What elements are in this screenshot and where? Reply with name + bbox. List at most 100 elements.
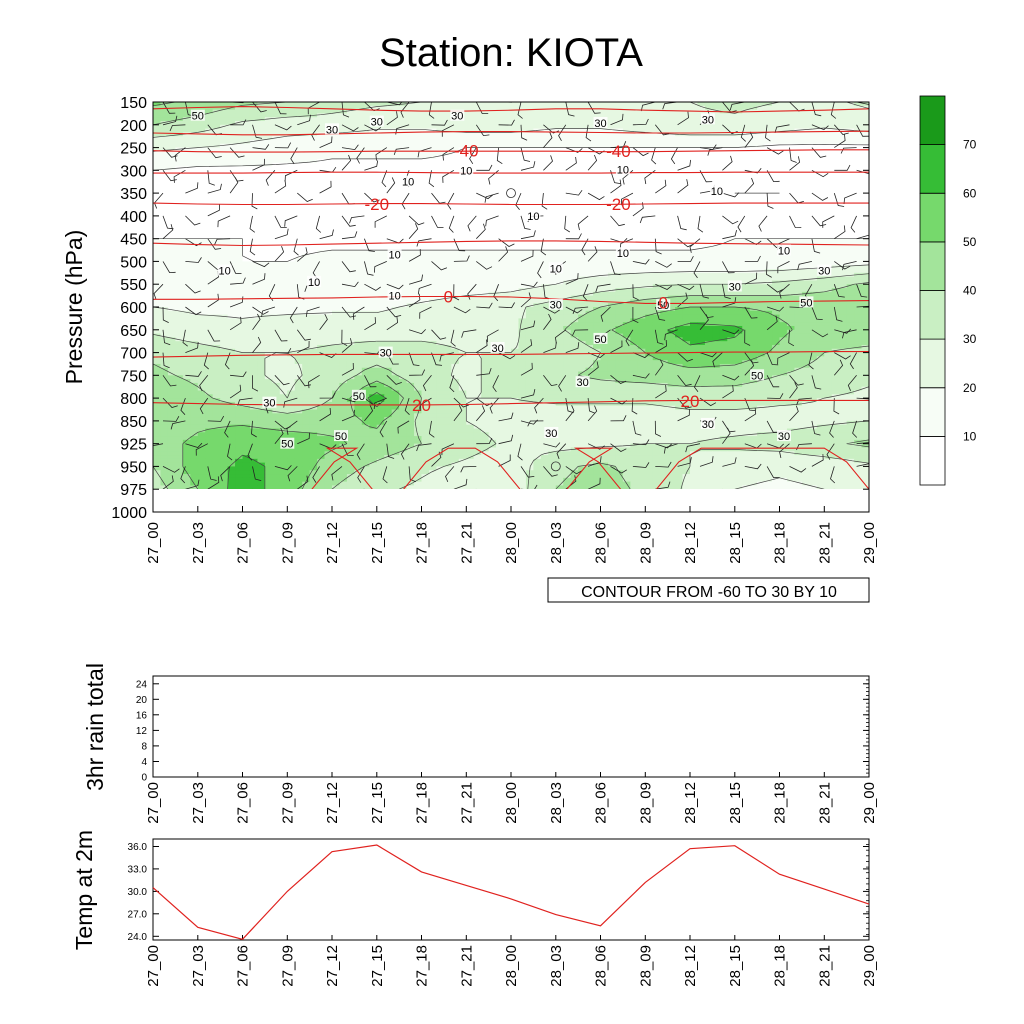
humidity-cell [727, 177, 736, 183]
humidity-cell [466, 215, 475, 221]
humidity-cell [779, 272, 788, 278]
humidity-cell [555, 257, 564, 262]
humidity-cell [264, 105, 273, 111]
humidity-cell [279, 166, 288, 171]
humidity-cell [421, 102, 430, 107]
humidity-cell [503, 276, 512, 281]
humidity-cell [757, 132, 766, 137]
humidity-cell [809, 231, 818, 236]
humidity-cell [332, 204, 340, 209]
humidity-cell [279, 128, 288, 133]
humidity-cell [839, 212, 848, 217]
humidity-cell [160, 242, 169, 247]
humidity-cell [160, 250, 169, 255]
humidity-cell [175, 234, 184, 240]
humidity-cell [719, 212, 728, 217]
humidity-cell [339, 139, 348, 145]
humidity-cell [197, 227, 206, 232]
humidity-cell [779, 128, 788, 133]
humidity-cell [503, 212, 512, 217]
humidity-cell [593, 215, 601, 221]
humidity-cell [690, 151, 698, 156]
humidity-cell [652, 265, 661, 270]
humidity-cell [197, 155, 206, 160]
humidity-cell [727, 162, 736, 168]
humidity-cell [704, 136, 713, 141]
humidity-cell [525, 109, 534, 114]
humidity-cell [272, 272, 281, 278]
humidity-cell [153, 120, 161, 126]
humidity-cell [481, 250, 490, 255]
humidity-cell [816, 139, 825, 145]
humidity-cell [809, 177, 818, 183]
humidity-cell [257, 227, 266, 232]
humidity-cell [317, 208, 326, 213]
humidity-cell [496, 196, 505, 202]
humidity-cell [279, 231, 288, 236]
humidity-cell [443, 193, 452, 198]
humidity-cell [667, 265, 676, 270]
humidity-cell [511, 170, 519, 175]
humidity-cell [324, 234, 333, 240]
humidity-cell [563, 295, 572, 300]
humidity-cell [458, 276, 467, 281]
humidity-cell [361, 246, 370, 251]
humidity-cell [279, 204, 288, 209]
humidity-cell [779, 151, 788, 156]
humidity-cell [637, 227, 646, 232]
humidity-cell [533, 231, 542, 236]
humidity-cell [600, 291, 609, 297]
humidity-cell [332, 143, 340, 149]
humidity-cell [324, 177, 333, 183]
humidity-cell [704, 288, 713, 293]
humidity-cell [824, 117, 833, 122]
humidity-cell [831, 113, 840, 118]
humidity-cell [309, 196, 318, 202]
humidity-cell [443, 238, 452, 243]
humidity-cell [757, 196, 766, 202]
humidity-cell [249, 147, 258, 152]
humidity-cell [496, 128, 505, 133]
humidity-cell [667, 269, 676, 274]
humidity-cell [354, 105, 363, 111]
humidity-cell [346, 288, 355, 293]
humidity-cell [212, 174, 221, 179]
humidity-cell [399, 109, 408, 114]
humidity-cell [667, 231, 676, 236]
humidity-cell [317, 128, 326, 133]
humidity-cell [757, 234, 766, 240]
humidity-cell [361, 238, 370, 243]
humidity-cell [481, 105, 490, 111]
humidity-cell [346, 250, 355, 255]
humidity-cell [197, 139, 206, 145]
humidity-cell [831, 109, 840, 114]
humidity-cell [481, 215, 490, 221]
humidity-cell [197, 257, 206, 262]
humidity-cell [272, 261, 281, 266]
humidity-cell [578, 117, 587, 122]
humidity-cell [190, 253, 199, 259]
humidity-cell [704, 280, 713, 285]
humidity-cell [809, 117, 818, 122]
humidity-cell [630, 265, 639, 270]
humidity-cell [272, 177, 281, 183]
humidity-cell [421, 177, 430, 183]
humidity-cell [369, 261, 378, 266]
humidity-cell [339, 113, 348, 118]
humidity-cell [466, 177, 475, 183]
humidity-cell [786, 105, 795, 111]
humidity-cell [346, 276, 355, 281]
humidity-cell [734, 166, 743, 171]
humidity-cell [436, 212, 445, 217]
humidity-cell [757, 177, 766, 183]
humidity-cell [391, 120, 400, 126]
humidity-cell [175, 177, 184, 183]
humidity-cell [578, 109, 587, 114]
humidity-cell [205, 295, 214, 300]
humidity-cell [488, 147, 497, 152]
humidity-cell [697, 132, 706, 137]
humidity-cell [727, 250, 736, 255]
humidity-cell [182, 231, 191, 236]
humidity-cell [391, 162, 400, 168]
humidity-cell [719, 215, 728, 221]
